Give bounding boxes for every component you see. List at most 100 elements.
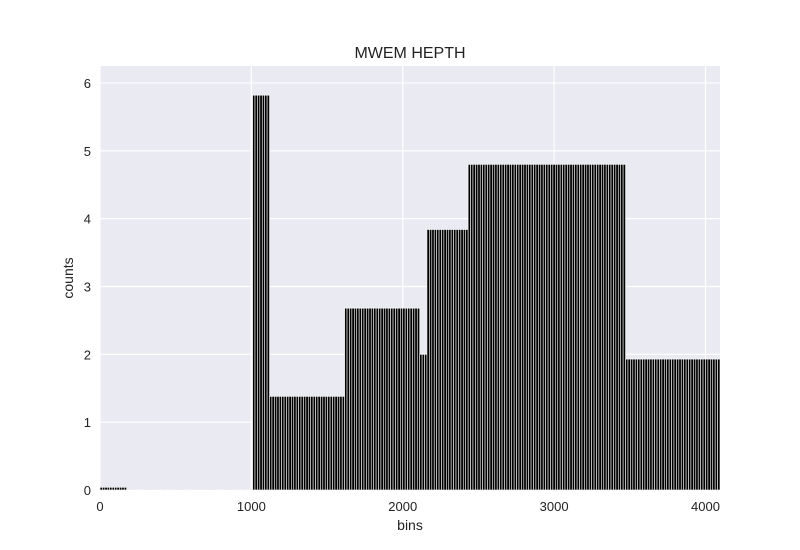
histogram-bar [508,164,513,491]
histogram-bar [484,164,488,491]
histogram-bar [370,307,374,491]
histogram-bar [247,489,251,491]
histogram-bar [136,489,140,491]
histogram-bar [564,164,568,491]
histogram-bar [121,486,125,491]
histogram-bar [223,489,227,491]
histogram-bar [574,164,578,491]
histogram-bar [530,164,534,491]
histogram-bar [109,486,113,491]
x-tick-label: 4000 [691,499,720,514]
histogram-bar [460,229,464,491]
histogram-bar [516,164,520,491]
histogram-bar [395,307,399,491]
x-axis-label: bins [397,517,423,533]
histogram-bar [99,486,103,491]
chart-title: MWEM HEPTH [354,45,465,62]
histogram-bar [605,164,609,491]
histogram-bar [712,358,716,491]
histogram-bar [540,164,544,491]
histogram-bar [211,489,215,491]
histogram-bar [651,358,655,491]
histogram-bar [479,164,483,491]
histogram-bar [630,358,634,491]
histogram-bar [404,307,408,491]
histogram-bar [673,358,677,491]
histogram-bar [353,307,358,491]
histogram-bar [237,489,241,491]
histogram-bar [307,396,312,491]
histogram-bar [462,229,467,491]
histogram-bar [143,489,147,491]
histogram-bar [685,358,689,491]
histogram-bar [668,358,672,491]
histogram-bar [501,164,505,491]
histogram-bar [571,164,575,491]
histogram-bar [375,307,379,491]
histogram-bar [191,489,195,491]
histogram-bar [458,229,462,491]
histogram-bar [538,164,542,491]
histogram-bar [419,354,423,491]
histogram-bar [489,164,493,491]
y-tick-label: 4 [84,212,91,227]
histogram-bar [453,229,457,491]
histogram-bar [494,164,498,491]
histogram-bar [257,94,261,491]
histogram-bar [547,164,551,491]
histogram-bar [186,489,190,491]
histogram-bar [310,396,314,491]
histogram-bar [383,307,387,491]
histogram-bar [177,489,181,491]
histogram-bar [169,489,173,491]
histogram-bar [215,489,219,491]
histogram-bar [688,358,692,491]
histogram-bar [542,164,546,491]
histogram-bar [596,164,600,491]
histogram-bar [162,489,166,491]
histogram-bar [286,396,290,491]
histogram-bar [344,307,348,491]
histogram-bar [528,164,532,491]
histogram-bar [349,307,353,491]
histogram-bar [525,164,529,491]
histogram-bar [329,396,333,491]
histogram-bar [429,229,433,491]
histogram-bar [397,307,401,491]
histogram-bar [145,489,149,491]
histogram-bar [697,358,701,491]
histogram-bar [196,489,200,491]
histogram-bar [426,229,430,491]
histogram-bar [194,489,198,491]
histogram-bar [378,307,382,491]
histogram-bar [450,229,454,491]
histogram-bar [363,307,367,491]
histogram-bar [477,164,481,491]
histogram-bar [446,229,450,491]
histogram-bar [601,164,605,491]
histogram-bar [138,489,142,491]
histogram-bar [373,307,377,491]
histogram-bar [324,396,328,491]
histogram-bar [252,94,256,491]
histogram-bar [332,396,336,491]
histogram-bar [523,164,527,491]
y-tick-label: 6 [84,76,91,91]
histogram-bar [351,307,355,491]
histogram-bar [167,489,171,491]
histogram-bar [707,358,711,491]
histogram-bar [506,164,510,491]
histogram-bar [625,358,629,491]
histogram-bar [392,307,396,491]
histogram-bar [676,358,680,491]
histogram-bar [470,164,474,491]
histogram-bar [111,486,115,491]
histogram-bar [465,229,469,491]
histogram-bar [179,489,183,491]
bars [99,94,721,491]
histogram-bar [492,164,496,491]
histogram-bar [320,396,324,491]
histogram-bar [550,164,554,491]
y-tick-labels: 0 1 2 3 4 5 6 [84,76,91,498]
histogram-bar [552,164,556,491]
